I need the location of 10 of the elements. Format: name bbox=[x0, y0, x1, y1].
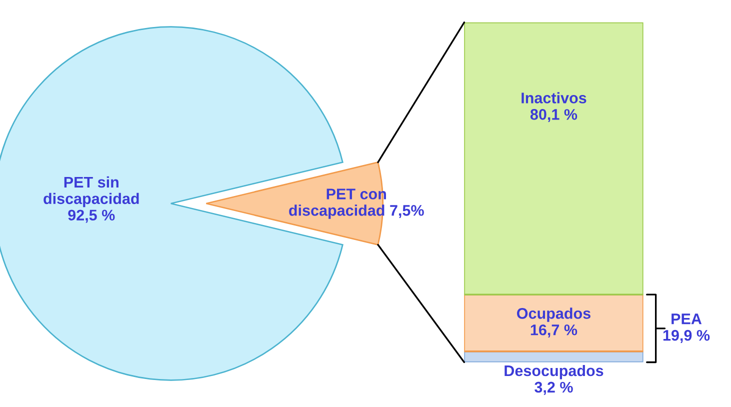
slice-label: PET con discapacidad 7,5% bbox=[289, 188, 424, 219]
data-label: 92,5 % bbox=[68, 210, 115, 223]
series-label: Ocupados bbox=[517, 308, 590, 322]
series-label: Inactivos bbox=[522, 92, 586, 104]
slice-label: PET sin discapacidad bbox=[44, 176, 139, 208]
data-label: 16,7 % bbox=[530, 324, 578, 338]
text: PEA 19,9 % bbox=[663, 314, 710, 343]
series-label: Desocupados bbox=[504, 364, 604, 380]
data-label: 80,1 % bbox=[530, 109, 578, 122]
data-label: 3,2 % bbox=[534, 382, 573, 395]
